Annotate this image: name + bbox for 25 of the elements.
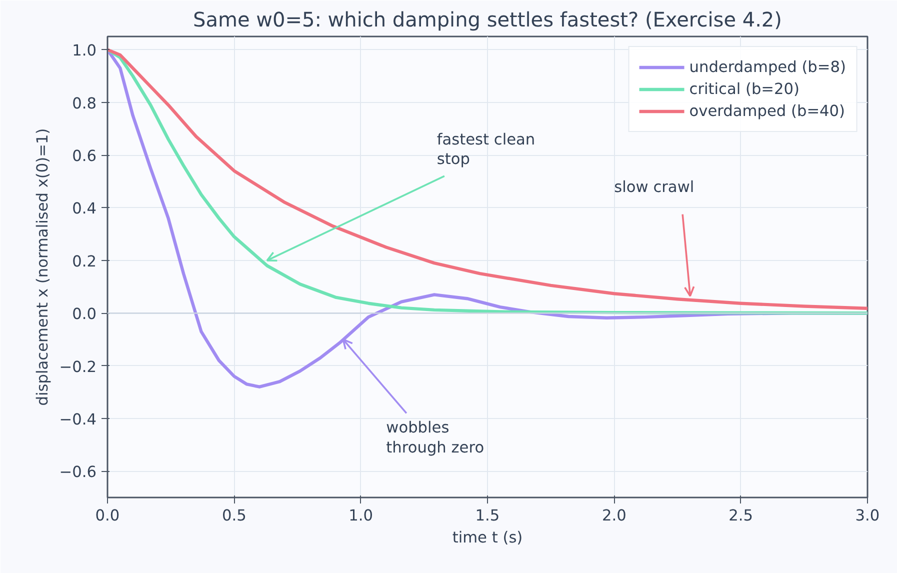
legend-label: critical (b=20) — [689, 80, 800, 98]
y-tick-label: 0.8 — [72, 94, 97, 112]
annotation: wobbles through zero — [386, 418, 484, 456]
y-axis-title: displacement x (normalised x(0)=1) — [33, 128, 52, 406]
x-tick-label: 2.0 — [602, 506, 626, 524]
y-tick-label: 0.2 — [72, 252, 97, 270]
x-axis-title: time t (s) — [452, 528, 523, 546]
x-tick-label: 1.5 — [475, 506, 500, 524]
y-tick-label: 0.6 — [72, 147, 97, 166]
y-tick-label: −0.2 — [59, 358, 97, 376]
chart-title: Same w0=5: which damping settles fastest? (Exercise 4.2) — [193, 8, 782, 32]
x-tick-label: 2.5 — [728, 506, 754, 524]
legend-label: underdamped (b=8) — [689, 58, 846, 76]
y-tick-label: −0.4 — [59, 410, 97, 428]
annotation: fastest clean stop — [436, 130, 536, 168]
y-tick-label: 0.0 — [72, 305, 97, 324]
annotation: slow crawl — [614, 178, 694, 196]
x-tick-label: 0.0 — [95, 506, 120, 524]
legend-label: overdamped (b=40) — [689, 102, 846, 120]
y-tick-label: −0.6 — [59, 463, 97, 482]
x-tick-label: 3.0 — [855, 506, 880, 524]
y-tick-label: 1.0 — [72, 42, 97, 60]
x-tick-label: 1.0 — [348, 506, 374, 524]
x-tick-label: 0.5 — [222, 506, 246, 524]
y-tick-label: 0.4 — [72, 200, 97, 218]
